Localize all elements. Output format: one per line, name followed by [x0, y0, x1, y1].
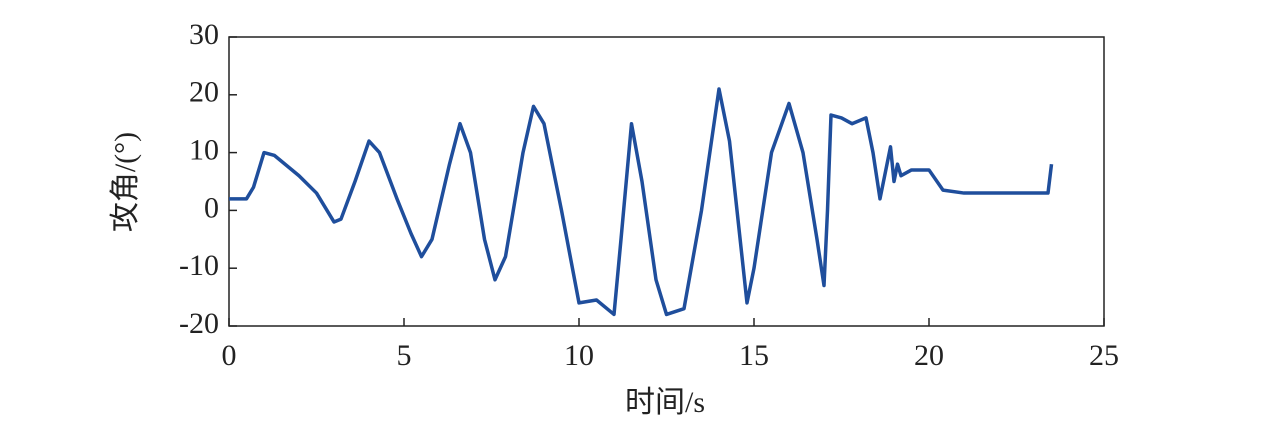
x-tick-label: 20 — [914, 339, 944, 372]
data-line — [229, 87, 1054, 317]
x-tick-label: 10 — [564, 339, 594, 372]
x-axis-label: 时间/s — [625, 386, 705, 419]
y-tick-label: 0 — [204, 191, 219, 224]
x-tick-label: 15 — [739, 339, 769, 372]
y-tick-label: 20 — [189, 76, 219, 109]
y-tick-label: -20 — [179, 307, 219, 340]
y-tick-label: -10 — [179, 249, 219, 282]
y-tick-label: 10 — [189, 133, 219, 166]
y-tick-label: 30 — [189, 18, 219, 51]
x-tick-label: 25 — [1089, 339, 1119, 372]
plot-frame — [228, 36, 1105, 327]
x-tick-label: 5 — [397, 339, 412, 372]
x-tick-label: 0 — [222, 339, 237, 372]
y-axis-label: 攻角/(°) — [109, 132, 142, 232]
